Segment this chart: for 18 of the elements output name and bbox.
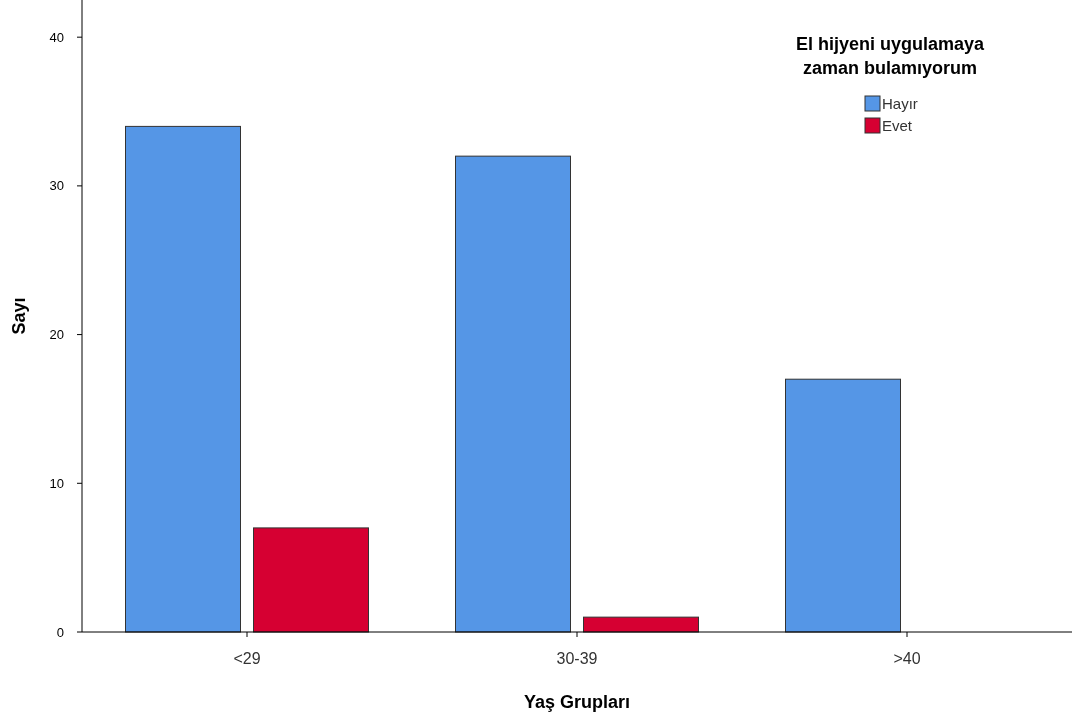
x-tick-label: <29	[233, 650, 261, 667]
y-tick-label: 10	[49, 475, 64, 491]
bar	[583, 616, 699, 633]
x-tick-label: >40	[893, 650, 921, 667]
y-tick-label: 0	[56, 624, 64, 640]
bar	[455, 155, 571, 633]
x-axis-title: Yaş Grupları	[523, 692, 631, 712]
legend-label: Evet	[882, 117, 913, 135]
y-tick-label: 40	[49, 29, 64, 45]
legend-label: Hayır	[882, 95, 918, 113]
y-tick-label: 30	[49, 178, 64, 194]
x-tick-label: 30-39	[556, 650, 598, 667]
bar	[253, 527, 369, 633]
bar	[125, 125, 241, 633]
bar	[785, 378, 901, 633]
legend-title: El hijyeni uygulamaya zaman bulamıyorum	[795, 34, 986, 78]
y-axis-title: Sayı	[9, 297, 29, 335]
y-tick-label: 20	[49, 327, 64, 343]
